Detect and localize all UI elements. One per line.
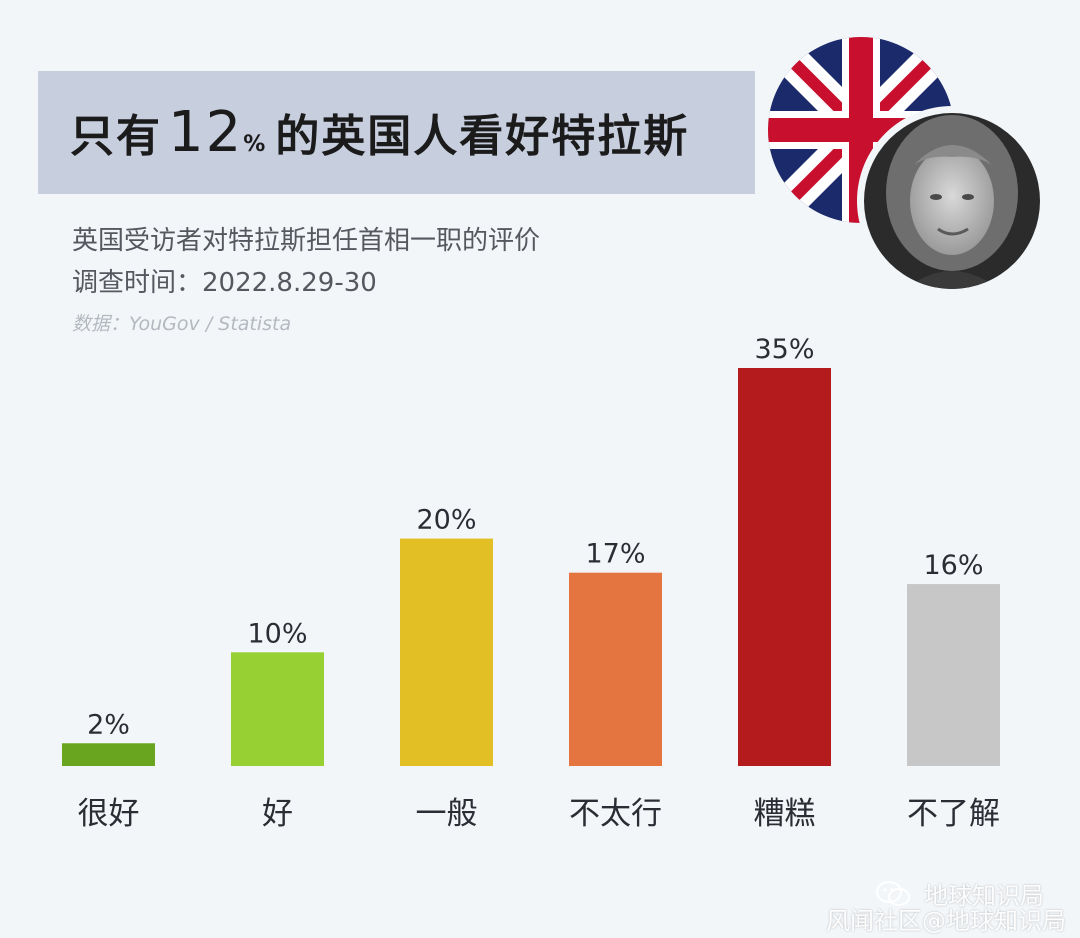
bar-0 [62,743,155,766]
bar-3 [569,572,662,766]
category-label-2: 一般 [416,796,478,832]
bar-4 [738,368,831,766]
category-label-0: 很好 [78,796,140,832]
value-label-5: 16% [923,550,983,581]
chart-subtitle: 英国受访者对特拉斯担任首相一职的评价 [72,226,541,256]
title-percent: % [243,132,268,157]
survey-date: 调查时间：2022.8.29-30 [72,268,377,298]
watermark-secondary: 风闻社区@地球知识局 [826,907,1066,935]
data-source: 数据：YouGov / Statista [72,313,292,335]
bar-5 [907,584,1000,766]
value-label-0: 2% [87,709,130,740]
title-number: 12 [168,100,244,165]
page-title: 只有 12 % 的英国人看好特拉斯 [70,100,689,165]
watermark-primary: 地球知识局 [876,876,1044,914]
value-label-2: 20% [416,505,476,536]
bar-1 [231,652,324,766]
value-label-4: 35% [754,334,814,365]
category-label-3: 不太行 [569,796,662,832]
title-suffix: 的英国人看好特拉斯 [275,111,690,162]
bar-chart: 2% 很好 10% 好 20% 一般 17% 不太行 35% 糟糕 16% 不了解 [62,334,1000,832]
wechat-icon [876,880,911,914]
bar-2 [400,538,493,766]
portrait-image [856,105,1048,297]
watermark-text: 地球知识局 [924,882,1044,910]
category-label-5: 不了解 [907,796,1000,832]
category-label-4: 糟糕 [754,796,816,832]
value-label-3: 17% [585,539,645,570]
value-label-1: 10% [247,618,307,649]
title-band: 只有 12 % 的英国人看好特拉斯 [38,71,755,194]
category-label-1: 好 [262,796,293,832]
title-prefix: 只有 [70,111,162,162]
